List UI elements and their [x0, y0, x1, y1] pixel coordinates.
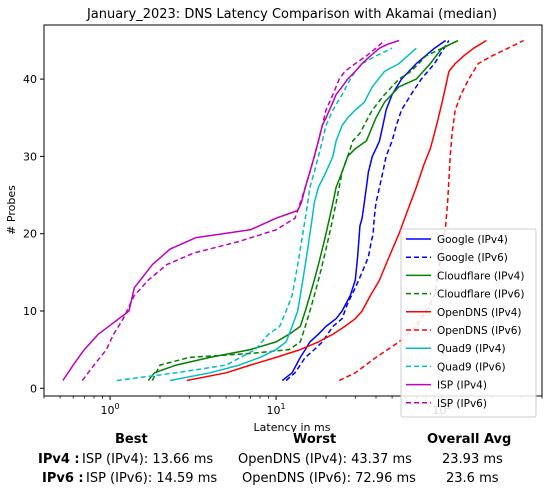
legend-label: Cloudflare (IPv4)	[437, 270, 524, 282]
summary-row-ipv4-label: IPv4 :	[38, 452, 80, 467]
legend-box	[400, 228, 537, 418]
x-axis-label: Latency in ms	[254, 421, 331, 432]
legend-label: ISP (IPv6)	[437, 398, 487, 410]
summary-row-ipv4-best: ISP (IPv4): 13.66 ms	[82, 452, 214, 467]
legend-label: OpenDNS (IPv4)	[437, 307, 522, 319]
chart: January_2023: DNS Latency Comparison wit…	[5, 7, 543, 432]
summary-row-ipv6-best: ISP (IPv6): 14.59 ms	[86, 471, 218, 486]
series-line-4	[186, 39, 487, 382]
y-tick-label: 0	[30, 382, 37, 395]
series-lines	[62, 39, 524, 382]
chart-title: January_2023: DNS Latency Comparison wit…	[86, 7, 497, 22]
series-line-9	[81, 39, 386, 381]
y-tick-label: 40	[23, 73, 37, 86]
series-line-3	[151, 39, 459, 381]
y-tick-label: 10	[23, 305, 37, 318]
legend-label: Google (IPv6)	[437, 252, 508, 264]
y-axis-label: # Probes	[5, 185, 18, 235]
series-line-0	[281, 39, 447, 382]
y-tick-label: 30	[23, 150, 37, 163]
summary-row-ipv6-label: IPv6 :	[42, 471, 84, 486]
summary-header-worst: Worst	[293, 432, 337, 447]
legend-label: Quad9 (IPv6)	[437, 361, 506, 373]
legend-label: ISP (IPv4)	[437, 380, 487, 392]
legend-label: Quad9 (IPv4)	[437, 343, 506, 355]
series-line-8	[62, 39, 400, 381]
y-axis-ticks: 0 10 20 30 40	[23, 73, 44, 395]
series-line-7	[116, 47, 393, 382]
y-tick-label: 20	[23, 228, 37, 241]
legend-label: Cloudflare (IPv6)	[437, 289, 524, 301]
summary-row-ipv4-avg: 23.93 ms	[442, 452, 503, 467]
legend-label: OpenDNS (IPv6)	[437, 325, 522, 337]
series-line-2	[147, 39, 459, 381]
series-line-6	[169, 47, 417, 382]
summary-header-best: Best	[115, 432, 148, 447]
summary-row-ipv4-worst: OpenDNS (IPv4): 43.37 ms	[238, 452, 412, 467]
summary-table: Best Worst Overall Avg IPv4 : ISP (IPv4)…	[0, 430, 548, 496]
summary-row-ipv6-avg: 23.6 ms	[446, 471, 499, 486]
x-tick-label: 100	[101, 402, 120, 417]
plot-frame	[43, 24, 543, 397]
summary-header-avg: Overall Avg	[427, 432, 512, 447]
legend-label: Google (IPv4)	[437, 234, 508, 246]
plot-area	[43, 24, 543, 397]
series-line-5	[338, 39, 524, 382]
legend: Google (IPv4) Google (IPv6) Cloudflare (IP…	[400, 228, 537, 418]
x-tick-label: 101	[267, 402, 286, 417]
summary-row-ipv6-worst: OpenDNS (IPv6): 72.96 ms	[242, 471, 416, 486]
